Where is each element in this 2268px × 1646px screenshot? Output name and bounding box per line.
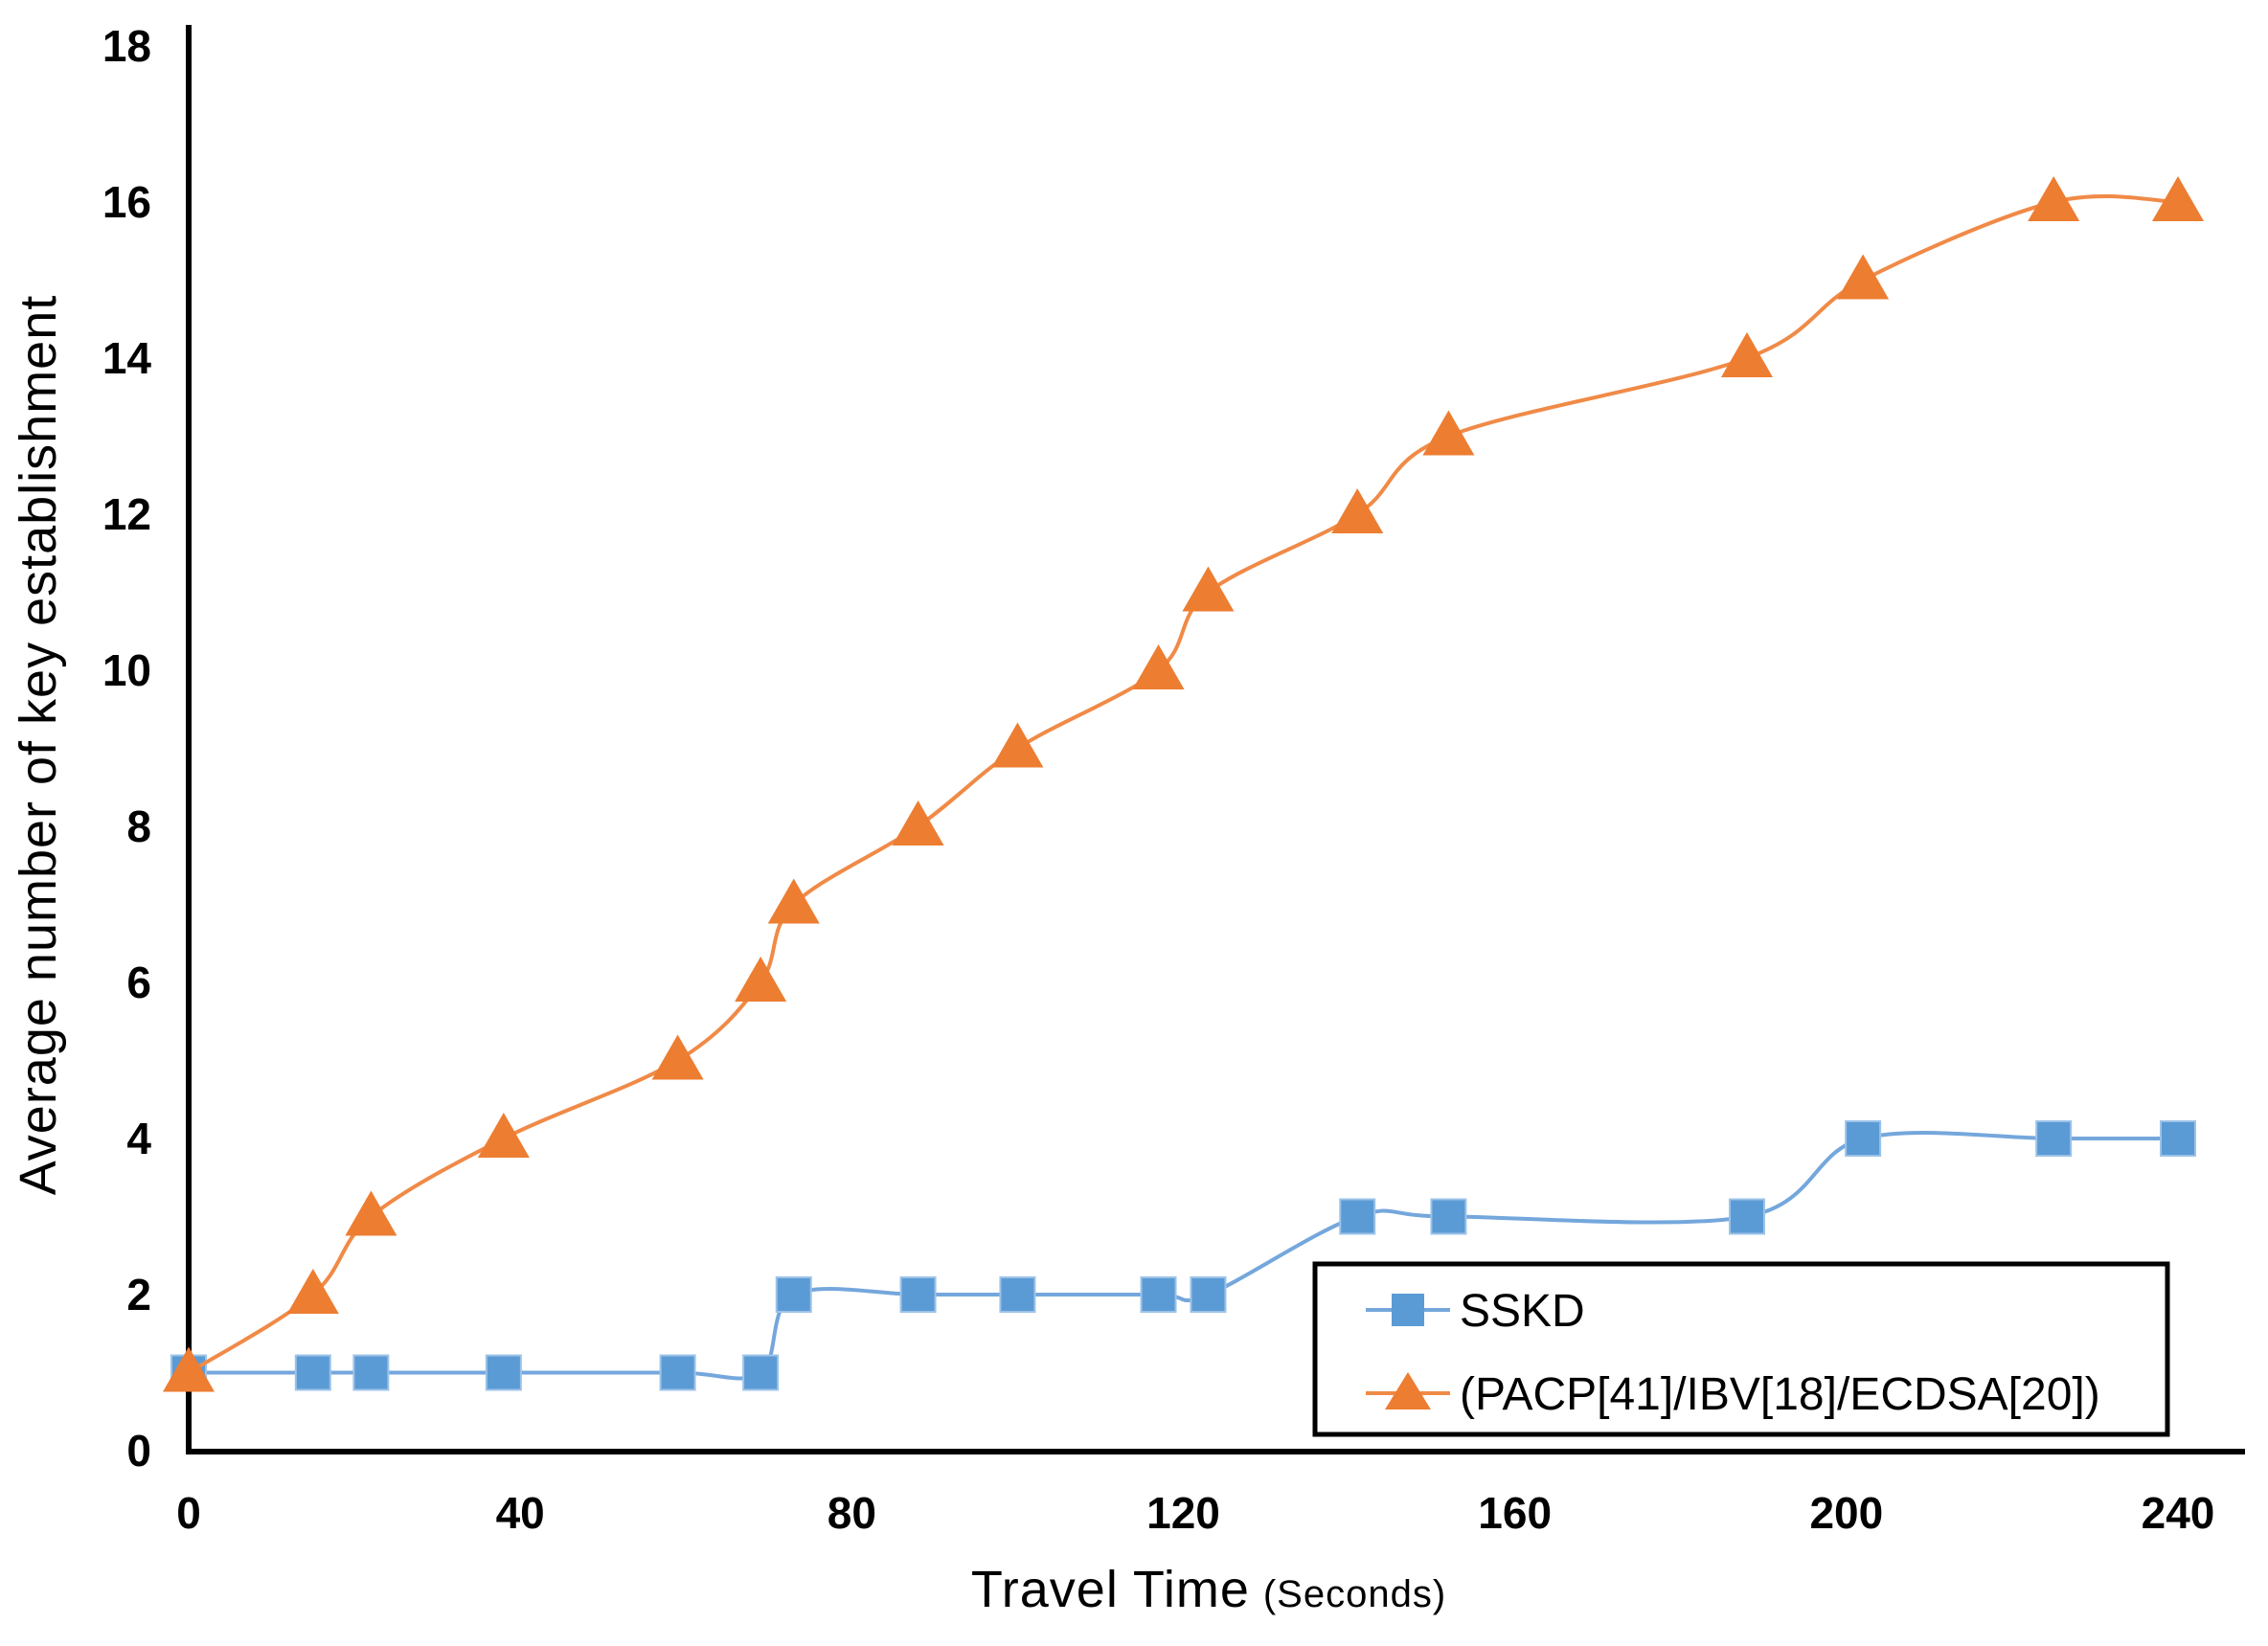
data-point-marker xyxy=(892,800,944,846)
data-point-marker xyxy=(294,1354,331,1391)
legend-box xyxy=(1312,1261,2170,1437)
y-tick-label: 14 xyxy=(102,333,152,383)
data-point-marker xyxy=(1331,488,1384,533)
tick-labels: 0 2 4 6 8 10 12 14 16 18 0 40 80 120 160 200 240 xyxy=(102,21,2215,1538)
data-point-marker xyxy=(1190,1276,1227,1313)
series-pacp-41-ibv-18-ecdsa-20 xyxy=(163,176,2204,1392)
x-axis-title-main: Travel Time xyxy=(971,1561,1250,1618)
data-point-marker xyxy=(2028,176,2080,221)
x-axis-title-unit: (Seconds) xyxy=(1263,1573,1446,1615)
data-point-marker xyxy=(286,1269,339,1314)
y-tick-label: 18 xyxy=(102,21,151,71)
y-tick-label: 4 xyxy=(126,1114,151,1163)
axes xyxy=(186,25,2245,1454)
x-tick-label: 200 xyxy=(1809,1488,1883,1538)
data-point-marker xyxy=(735,957,787,1002)
y-tick-label: 6 xyxy=(126,958,151,1007)
x-axis-title: Travel Time (Seconds) xyxy=(971,1561,1446,1618)
data-point-marker xyxy=(2152,176,2204,221)
data-point-marker xyxy=(991,722,1044,768)
series-sskd xyxy=(170,1120,2196,1391)
plot-area xyxy=(163,176,2204,1392)
y-tick-label: 12 xyxy=(102,489,151,539)
legend-label-sskd: SSKD xyxy=(1460,1286,1585,1337)
x-tick-label: 80 xyxy=(828,1488,876,1538)
legend-label-pacp: (PACP[41]/IBV[18]/ECDSA[20]) xyxy=(1460,1369,2100,1420)
legend-item-sskd: SSKD xyxy=(1366,1286,1585,1337)
data-point-marker xyxy=(1140,1276,1177,1313)
data-point-marker xyxy=(742,1354,780,1391)
y-axis-title: Average number of key establishment xyxy=(10,295,67,1196)
y-tick-label: 0 xyxy=(126,1426,151,1476)
x-tick-label: 240 xyxy=(2142,1488,2215,1538)
data-point-marker xyxy=(775,1276,812,1313)
x-tick-label: 120 xyxy=(1146,1488,1220,1538)
data-point-marker xyxy=(767,878,820,924)
y-tick-label: 2 xyxy=(126,1270,151,1319)
x-tick-label: 0 xyxy=(176,1488,201,1538)
data-point-marker xyxy=(2160,1120,2196,1157)
data-point-marker xyxy=(1728,1198,1765,1235)
data-point-marker xyxy=(1430,1198,1467,1235)
series-line xyxy=(187,193,2179,1375)
y-tick-label: 10 xyxy=(102,645,151,695)
data-point-marker xyxy=(1132,644,1185,689)
data-point-marker xyxy=(1422,410,1475,456)
legend-triangle-marker xyxy=(1385,1372,1431,1409)
legend-item-pacp: (PACP[41]/IBV[18]/ECDSA[20]) xyxy=(1366,1369,2100,1420)
data-point-marker xyxy=(345,1190,397,1236)
data-point-marker xyxy=(1845,1120,1882,1157)
data-point-marker xyxy=(899,1276,937,1313)
data-point-marker xyxy=(1720,332,1773,377)
data-point-marker xyxy=(485,1354,522,1391)
legend: SSKD (PACP[41]/IBV[18]/ECDSA[20]) xyxy=(1312,1261,2170,1437)
data-point-marker xyxy=(477,1113,530,1158)
x-tick-label: 40 xyxy=(496,1488,545,1538)
data-point-marker xyxy=(163,1346,215,1392)
legend-square-marker xyxy=(1392,1294,1424,1326)
data-point-marker xyxy=(659,1354,696,1391)
data-point-marker xyxy=(1837,254,1890,300)
y-tick-label: 8 xyxy=(126,801,151,851)
data-point-marker xyxy=(651,1034,704,1080)
data-point-marker xyxy=(999,1276,1036,1313)
data-point-marker xyxy=(352,1354,390,1391)
y-tick-label: 16 xyxy=(102,177,151,227)
data-point-marker xyxy=(1182,566,1235,612)
data-point-marker xyxy=(2035,1120,2073,1157)
x-tick-label: 160 xyxy=(1478,1488,1552,1538)
data-point-marker xyxy=(1339,1198,1376,1235)
